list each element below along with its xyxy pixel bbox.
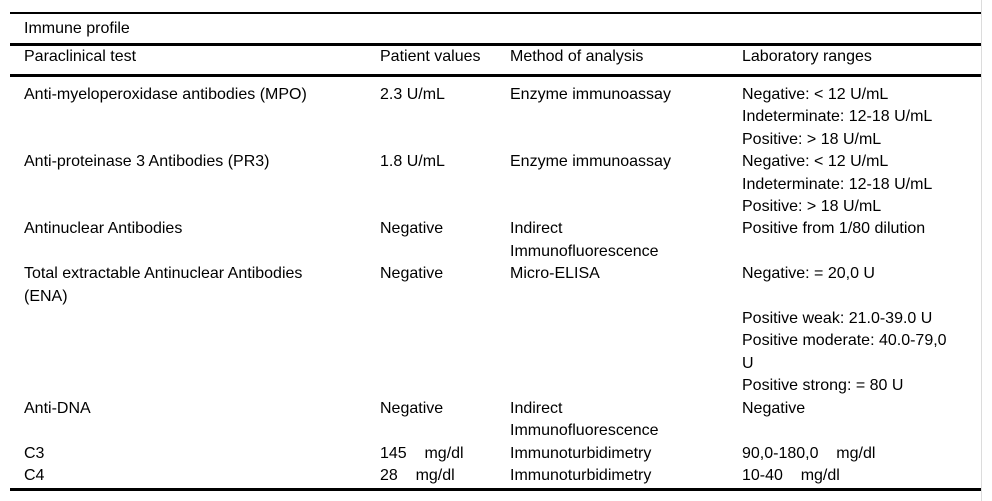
cell-laboratory-ranges: Negative: = 20,0 U Positive weak: 21.0-3… [742, 265, 947, 395]
page-edge-line [981, 0, 982, 501]
cell-paraclinical-test: Antinuclear Antibodies [24, 220, 183, 238]
cell-paraclinical-test: Total extractable Antinuclear Antibodies… [24, 265, 303, 305]
cell-laboratory-ranges: Negative: < 12 U/mL Indeterminate: 12-18… [742, 86, 933, 148]
cell-patient-value: Negative [380, 265, 444, 283]
table-rule-top [10, 12, 982, 14]
cell-laboratory-ranges: Negative [742, 399, 806, 417]
cell-method: Indirect Immunofluorescence [510, 399, 659, 440]
table-rule-under-header [10, 74, 982, 77]
cell-paraclinical-test: Anti-proteinase 3 Antibodies (PR3) [24, 153, 270, 171]
column-header-patient-values: Patient values [380, 47, 481, 65]
table-body: Anti-myeloperoxidase antibodies (MPO) 2.… [10, 80, 982, 487]
cell-paraclinical-test: C3 [24, 444, 45, 462]
column-header-paraclinical-test: Paraclinical test [24, 47, 137, 65]
cell-paraclinical-test: C4 [24, 466, 45, 484]
table-rule-bottom [10, 488, 982, 491]
cell-laboratory-ranges: 10-40 mg/dl [742, 466, 840, 484]
cell-laboratory-ranges: 90,0-180,0 mg/dl [742, 444, 876, 462]
table-rule-under-title [10, 43, 982, 46]
cell-method: Micro-ELISA [510, 265, 600, 283]
cell-laboratory-ranges: Positive from 1/80 dilution [742, 220, 926, 238]
cell-patient-value: 1.8 U/mL [380, 153, 445, 171]
cell-patient-value: Negative [380, 399, 444, 417]
cell-laboratory-ranges: Negative: < 12 U/mL Indeterminate: 12-18… [742, 153, 933, 216]
column-header-method-of-analysis: Method of analysis [510, 47, 644, 65]
cell-patient-value: Negative [380, 220, 444, 238]
column-header-laboratory-ranges: Laboratory ranges [742, 47, 872, 65]
cell-paraclinical-test: Anti-myeloperoxidase antibodies (MPO) [24, 86, 307, 103]
table-header-row: Paraclinical test Patient values Method … [10, 46, 982, 75]
table-title: Immune profile [24, 20, 130, 37]
cell-method: Immunoturbidimetry [510, 466, 652, 484]
cell-method: Enzyme immunoassay [510, 86, 671, 103]
cell-method: Indirect Immunofluorescence [510, 220, 659, 260]
cell-method: Immunoturbidimetry [510, 444, 652, 462]
cell-method: Enzyme immunoassay [510, 153, 671, 171]
cell-patient-value: 28 mg/dl [380, 466, 455, 484]
cell-paraclinical-test: Anti-DNA [24, 399, 91, 417]
cell-patient-value: 145 mg/dl [380, 444, 464, 462]
cell-patient-value: 2.3 U/mL [380, 86, 445, 103]
